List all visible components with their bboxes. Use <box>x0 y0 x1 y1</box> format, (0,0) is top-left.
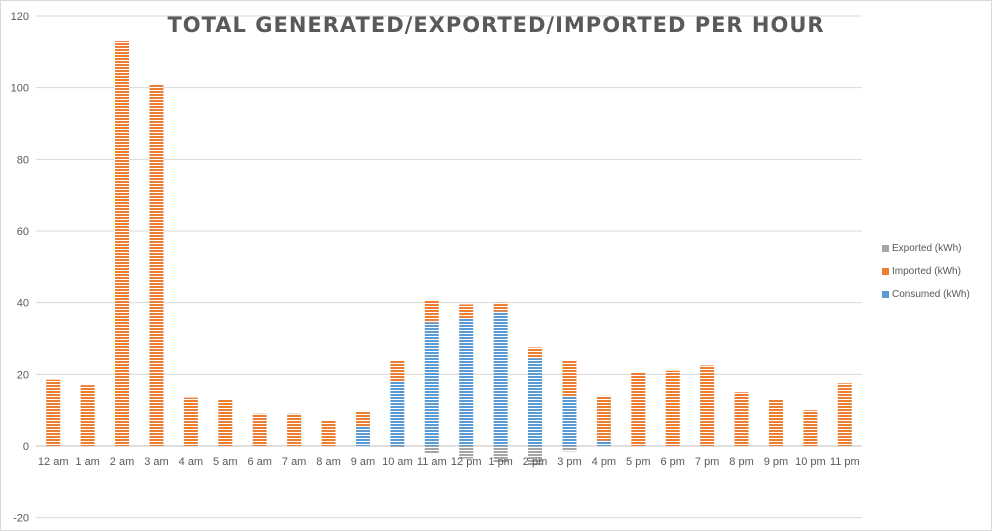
chart-title: TOTAL GENERATED/EXPORTED/IMPORTED PER HO… <box>167 13 825 37</box>
gridlines <box>36 15 862 519</box>
bar-imported <box>252 413 267 446</box>
x-tick-label: 2 pm <box>523 456 547 468</box>
bar-consumed <box>424 322 439 446</box>
y-tick-label: 40 <box>17 298 29 310</box>
bar-consumed <box>528 358 543 446</box>
bar-imported <box>355 411 370 426</box>
bar-exported <box>459 446 474 459</box>
x-tick-label: 7 am <box>282 456 306 468</box>
x-tick-label: 1 pm <box>488 456 512 468</box>
bar-exported <box>528 446 543 466</box>
x-tick-label: 3 pm <box>557 456 581 468</box>
legend-label: Exported (kWh) <box>892 243 962 254</box>
bar-imported <box>390 360 405 382</box>
bar-imported <box>459 304 474 319</box>
bar-imported <box>528 347 543 359</box>
bar-exported <box>390 446 405 448</box>
bar-consumed <box>459 318 474 446</box>
bars <box>46 41 852 466</box>
legend-swatch <box>882 245 889 252</box>
bar-imported <box>768 399 783 446</box>
y-tick-label: -20 <box>13 513 29 525</box>
tick-labels: -20 0 20 40 60 80 100 120 12 am 1 am 2 am 3 am 4 am 5… <box>11 11 860 525</box>
bar-imported <box>115 41 130 447</box>
bar-imported <box>149 84 164 446</box>
bar-consumed <box>562 395 577 446</box>
bar-imported <box>287 413 302 446</box>
x-tick-label: 10 am <box>382 456 413 468</box>
y-tick-label: 80 <box>17 154 29 166</box>
bar-imported <box>803 410 818 446</box>
bar-imported <box>700 365 715 446</box>
legend: Exported (kWh) Imported (kWh) Consumed (kW… <box>882 237 990 306</box>
y-tick-label: 0 <box>23 441 29 453</box>
bar-imported <box>183 397 198 446</box>
bar-imported <box>493 302 508 312</box>
x-tick-label: 8 am <box>316 456 340 468</box>
x-tick-label: 4 pm <box>592 456 616 468</box>
bar-imported <box>46 379 61 446</box>
x-tick-label: 11 am <box>417 456 447 468</box>
x-tick-label: 8 pm <box>729 456 753 468</box>
x-tick-label: 3 am <box>144 456 168 468</box>
x-tick-label: 11 pm <box>830 456 860 468</box>
x-tick-label: 9 pm <box>764 456 788 468</box>
y-tick-label: 60 <box>17 226 29 238</box>
bar-consumed <box>596 440 611 446</box>
bar-imported <box>837 383 852 446</box>
bar-imported <box>218 399 233 446</box>
bar-exported <box>562 446 577 452</box>
x-tick-label: 12 am <box>38 456 69 468</box>
bar-consumed <box>390 381 405 446</box>
bar-imported <box>631 372 646 446</box>
x-tick-label: 4 am <box>179 456 203 468</box>
bar-imported <box>80 385 95 446</box>
x-tick-label: 6 am <box>247 456 271 468</box>
legend-item: Consumed (kWh) <box>882 283 990 306</box>
y-tick-label: 100 <box>11 83 29 95</box>
legend-swatch <box>882 268 889 275</box>
bar-imported <box>596 395 611 441</box>
legend-swatch <box>882 291 889 298</box>
bar-imported <box>734 392 749 446</box>
legend-item: Imported (kWh) <box>882 260 990 283</box>
legend-label: Imported (kWh) <box>892 266 961 277</box>
y-tick-label: 20 <box>17 369 29 381</box>
x-tick-label: 12 pm <box>451 456 482 468</box>
bar-exported <box>424 446 439 454</box>
x-tick-label: 6 pm <box>660 456 684 468</box>
bar-imported <box>665 370 680 446</box>
bar-consumed <box>355 425 370 446</box>
bar-imported <box>424 300 439 323</box>
x-tick-label: 9 am <box>351 456 375 468</box>
bar-exported <box>493 446 508 463</box>
x-tick-label: 5 pm <box>626 456 650 468</box>
legend-label: Consumed (kWh) <box>892 289 970 300</box>
y-tick-label: 120 <box>11 11 29 23</box>
x-tick-label: 2 am <box>110 456 134 468</box>
bar-consumed <box>493 311 508 446</box>
x-tick-label: 10 pm <box>795 456 826 468</box>
x-tick-label: 1 am <box>75 456 99 468</box>
bar-imported <box>321 420 336 446</box>
legend-item: Exported (kWh) <box>882 237 990 260</box>
bar-imported <box>562 360 577 396</box>
x-tick-label: 5 am <box>213 456 237 468</box>
x-tick-label: 7 pm <box>695 456 719 468</box>
